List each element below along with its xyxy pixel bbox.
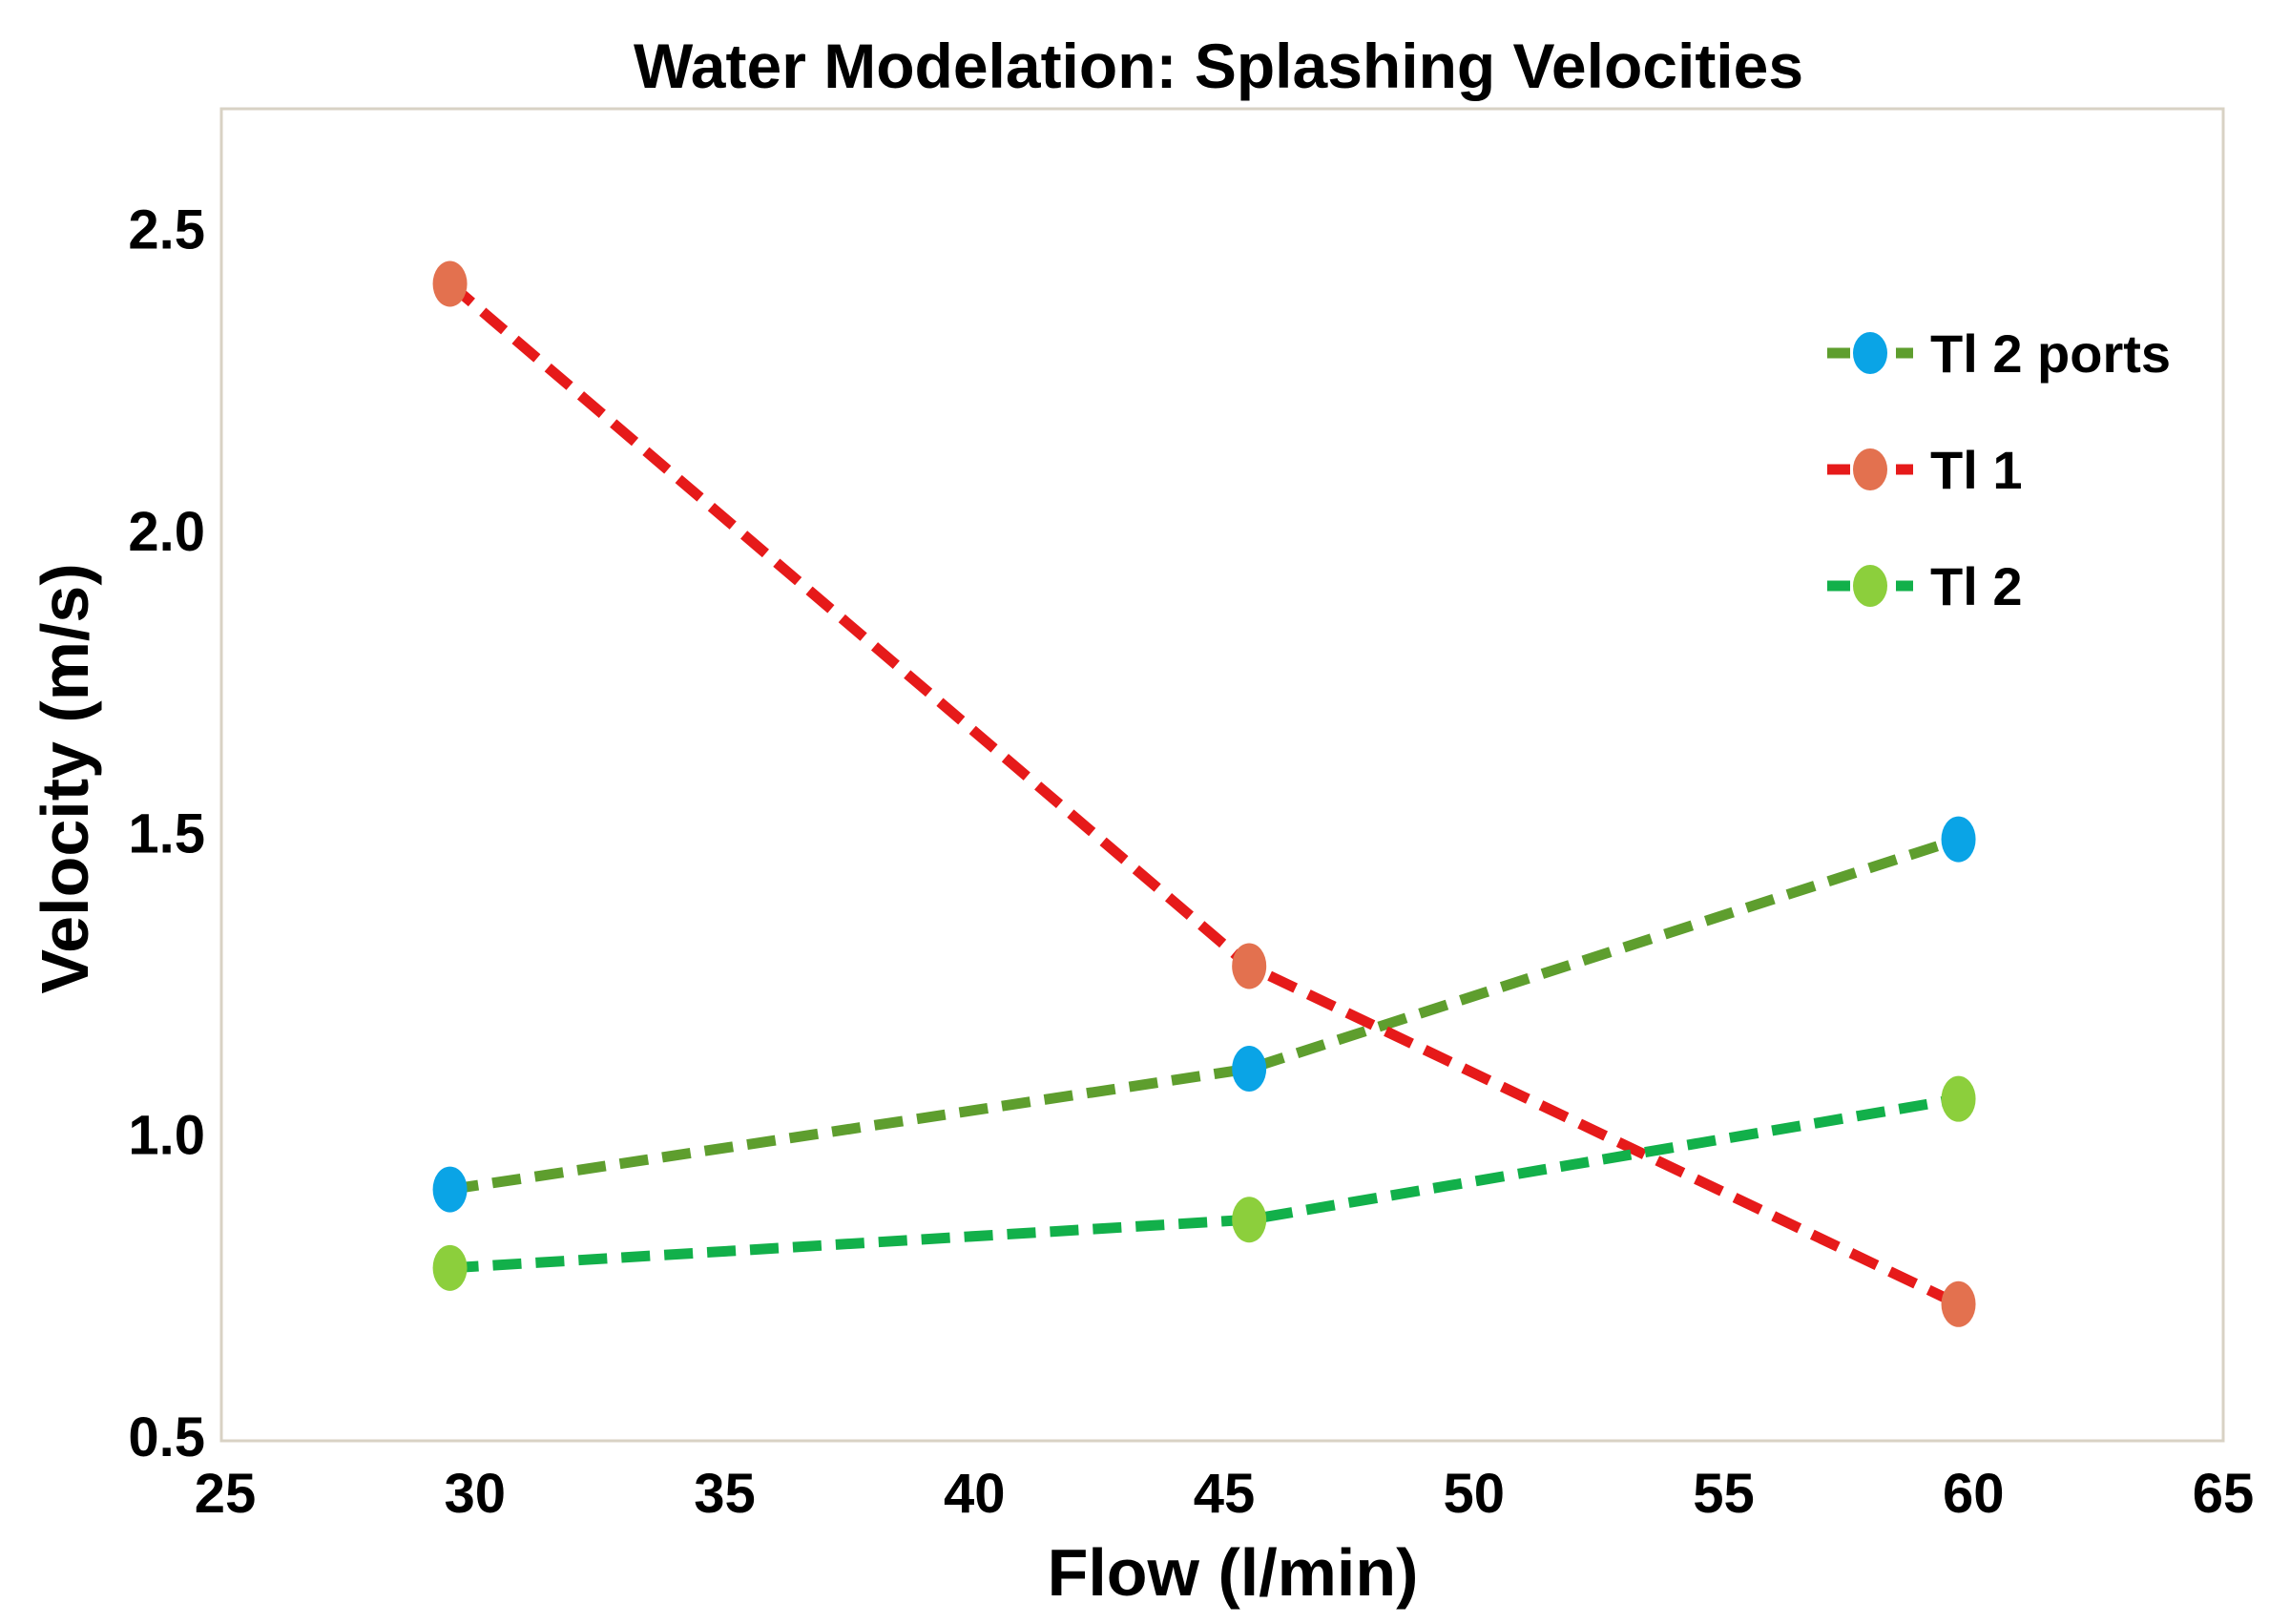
series-tl-1 (432, 260, 1976, 1327)
y-tick-label: 1.0 (128, 1105, 205, 1167)
y-tick-label: 0.5 (128, 1406, 205, 1468)
legend-marker (1853, 448, 1887, 490)
x-tick-label: 55 (1693, 1463, 1755, 1525)
data-point-tl-2 (432, 1244, 468, 1291)
y-tick-label: 1.5 (128, 802, 205, 864)
legend-item-tl-2: Tl 2 (1827, 556, 2022, 616)
y-axis-ticks: 0.5 1.0 1.5 2.0 2.5 (128, 199, 205, 1468)
legend-label: Tl 2 ports (1930, 323, 2171, 384)
x-tick-label: 60 (1943, 1463, 2005, 1525)
data-point-tl-2-ports (1941, 816, 1976, 863)
plot-frame (219, 107, 2225, 1443)
y-tick-label: 2.5 (128, 199, 205, 261)
series-line-tl-2 (449, 1093, 1960, 1274)
legend: Tl 2 ports Tl 1 Tl 2 (1827, 323, 2171, 616)
legend-marker (1853, 332, 1887, 374)
legend-item-tl-1: Tl 1 (1827, 440, 2022, 500)
data-point-tl-2 (1941, 1075, 1976, 1122)
legend-label: Tl 1 (1930, 440, 2022, 500)
data-point-tl-2 (1232, 1197, 1267, 1243)
data-point-tl-2-ports (1232, 1046, 1267, 1093)
data-point-tl-2-ports (432, 1166, 468, 1213)
series-line-tl-2-ports (448, 834, 1961, 1196)
x-tick-label: 30 (444, 1463, 506, 1525)
series-tl-2 (432, 1075, 1976, 1291)
series-tl-2-ports (432, 816, 1976, 1213)
data-point-tl-1 (1941, 1280, 1976, 1327)
x-tick-label: 45 (1194, 1463, 1256, 1525)
x-tick-label: 35 (694, 1463, 756, 1525)
legend-label: Tl 2 (1930, 556, 2022, 616)
chart-title: Water Modelation: Splashing Velocities (634, 31, 1803, 101)
x-tick-label: 50 (1443, 1463, 1505, 1525)
legend-item-tl-2-ports: Tl 2 ports (1827, 323, 2171, 384)
legend-marker (1853, 565, 1887, 607)
y-axis-label: Velocity (m/s) (28, 563, 102, 993)
series-layer (432, 260, 1976, 1327)
data-point-tl-1 (432, 260, 468, 307)
x-axis-ticks: 25 30 35 40 45 50 55 60 65 (195, 1463, 2255, 1525)
x-tick-label: 25 (195, 1463, 257, 1525)
x-axis-label: Flow (l/min) (1048, 1535, 1419, 1610)
x-tick-label: 40 (944, 1463, 1006, 1525)
data-point-tl-1 (1232, 943, 1267, 989)
x-tick-label: 65 (2193, 1463, 2255, 1525)
y-tick-label: 2.0 (128, 501, 205, 563)
